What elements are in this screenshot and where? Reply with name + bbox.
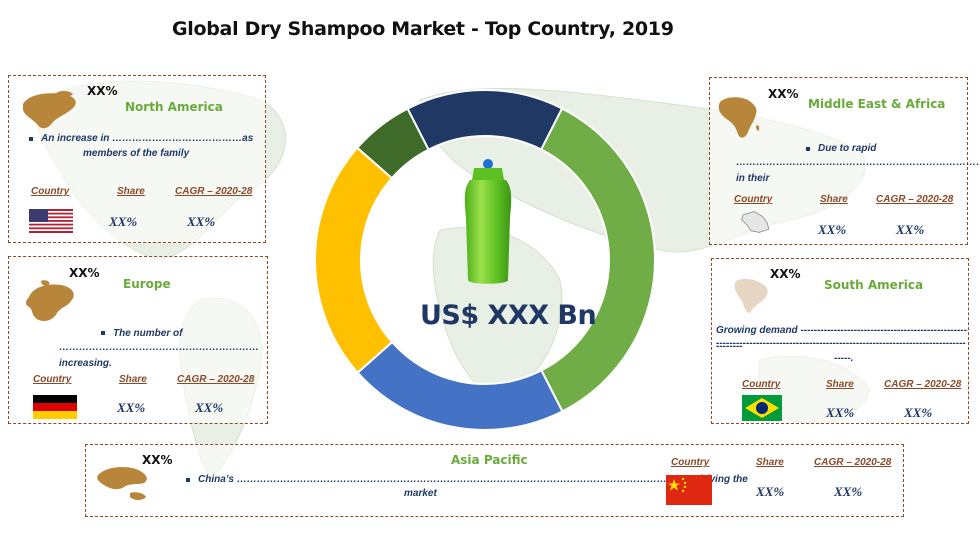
brazil-flag-icon xyxy=(742,395,782,421)
cagr-header: CAGR – 2020-28 xyxy=(876,194,954,205)
share-value: XX% xyxy=(117,400,146,415)
donut-segment-2 xyxy=(356,340,564,431)
germany-flag-icon xyxy=(33,395,77,419)
region-pct: XX% xyxy=(142,453,173,467)
usa-flag-icon xyxy=(29,209,73,233)
region-desc-line1: Growing demand -------------------------… xyxy=(716,325,967,352)
region-name: Europe xyxy=(123,277,171,291)
cagr-value: XX% xyxy=(195,400,224,415)
country-header: Country xyxy=(33,374,72,385)
region-name: Asia Pacific xyxy=(451,453,528,467)
cagr-header: CAGR – 2020-28 xyxy=(814,457,892,468)
bullet-icon xyxy=(29,137,33,141)
cagr-value: XX% xyxy=(187,214,216,229)
cagr-value: XX% xyxy=(834,484,863,499)
panel-europe: XX% Europe The number of ………………………………………… xyxy=(8,256,268,424)
cagr-header: CAGR – 2020-28 xyxy=(177,374,255,385)
share-value: XX% xyxy=(109,214,138,229)
bullet-icon xyxy=(101,331,105,335)
share-header: Share xyxy=(820,194,848,205)
saudi-arabia-map-icon xyxy=(741,211,770,233)
market-donut-chart xyxy=(314,89,656,431)
region-pct: XX% xyxy=(87,84,118,98)
region-desc-line2: ----------------------------------------… xyxy=(716,338,966,349)
center-market-value: US$ XXX Bn xyxy=(420,300,597,331)
bullet-icon xyxy=(186,478,190,482)
share-header: Share xyxy=(117,186,145,197)
region-desc-line1: Due to rapid xyxy=(818,143,877,154)
region-desc-line2: market xyxy=(404,488,437,499)
region-pct: XX% xyxy=(770,267,801,281)
europe-map-icon xyxy=(26,280,74,321)
share-header: Share xyxy=(826,379,854,390)
share-value: XX% xyxy=(756,484,785,499)
panel-south-america: XX% South America Growing demand -------… xyxy=(711,258,969,424)
share-header: Share xyxy=(756,457,784,468)
region-desc-line2: …………………………………………………………………… in their xyxy=(736,157,980,184)
region-desc-line1: The number of xyxy=(113,328,183,339)
south-america-map-icon xyxy=(734,278,768,313)
region-pct: XX% xyxy=(768,87,799,101)
bullet-icon xyxy=(806,147,810,151)
north-america-map-icon xyxy=(23,91,76,129)
region-desc-line1: China’s ……………………………………………………………………………………… xyxy=(198,474,748,485)
region-name: Middle East & Africa xyxy=(808,97,946,111)
cagr-header: CAGR – 2020-28 xyxy=(175,186,253,197)
region-desc-line2: ……………………………………………………increasing. xyxy=(59,342,259,369)
region-name: North America xyxy=(125,100,223,114)
region-desc-line1: An increase in …………………………………as xyxy=(41,133,254,144)
region-name: South America xyxy=(824,278,924,292)
china-flag-icon xyxy=(666,475,712,505)
donut-segment-3 xyxy=(314,146,394,374)
shampoo-bottle-icon xyxy=(464,159,512,284)
donut-segment-1 xyxy=(539,107,656,413)
country-header: Country xyxy=(671,457,710,468)
country-header: Country xyxy=(734,194,773,205)
region-pct: XX% xyxy=(69,266,100,280)
asia-pacific-map-icon xyxy=(97,467,147,500)
panel-middle-east-africa: XX% Middle East & Africa Due to rapid ……… xyxy=(709,77,980,245)
cagr-value: XX% xyxy=(904,405,933,420)
region-desc-line2: members of the family xyxy=(83,148,190,159)
panel-asia-pacific: XX% Asia Pacific China’s ………………………………………… xyxy=(85,444,904,517)
country-header: Country xyxy=(742,379,781,390)
africa-map-icon xyxy=(718,97,760,138)
cagr-header: CAGR – 2020-28 xyxy=(884,379,962,390)
cagr-value: XX% xyxy=(896,222,925,237)
panel-north-america: XX% North America An increase in …………………… xyxy=(8,75,266,243)
share-value: XX% xyxy=(826,405,855,420)
share-header: Share xyxy=(119,374,147,385)
page-title: Global Dry Shampoo Market - Top Country,… xyxy=(172,18,674,40)
share-value: XX% xyxy=(818,222,847,237)
region-desc-line3: -----. xyxy=(834,353,854,364)
country-header: Country xyxy=(31,186,70,197)
donut-segment-5 xyxy=(406,89,564,151)
